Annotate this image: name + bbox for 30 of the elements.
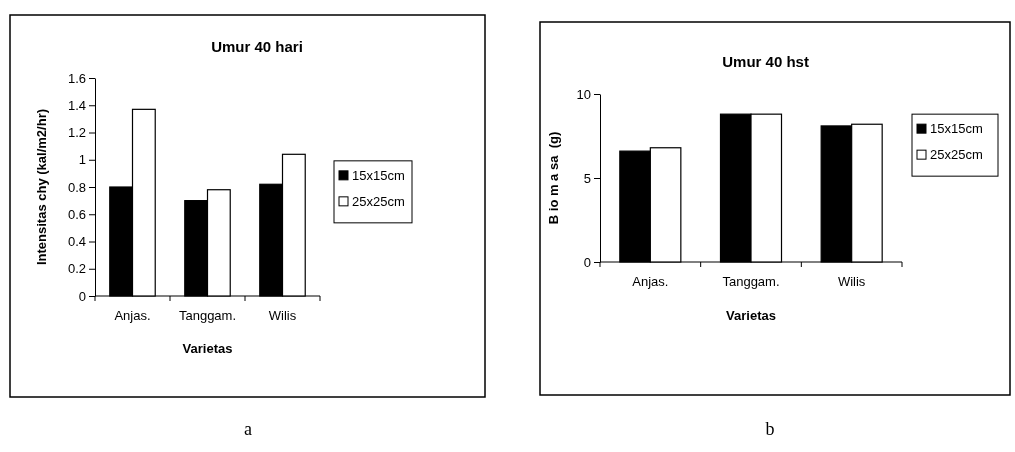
x-tick-label: Anjas. bbox=[114, 308, 151, 323]
legend-label: 15x15cm bbox=[352, 167, 405, 183]
x-axis-title: Varietas bbox=[182, 341, 233, 356]
y-axis-title: B io m a sa (g) bbox=[546, 131, 561, 225]
text: b bbox=[765, 419, 775, 439]
y-tick-label: 1 bbox=[78, 152, 86, 168]
x-tick-label: Wilis bbox=[837, 274, 866, 289]
x-tick-label: Wilis bbox=[268, 308, 297, 323]
y-tick-label: 1.6 bbox=[67, 70, 86, 86]
y-tick-label: 1.2 bbox=[67, 125, 86, 141]
y-axis-title: Intensitas chy (kal/m2/hr) bbox=[34, 108, 49, 266]
y-tick-label: 0 bbox=[583, 254, 591, 270]
chart-title: Umur 40 hst bbox=[722, 53, 809, 70]
legend-label: 25x25cm bbox=[352, 193, 405, 209]
chart-title: Umur 40 hari bbox=[211, 38, 303, 55]
text: a bbox=[244, 419, 252, 439]
y-tick-label: 0.2 bbox=[67, 261, 86, 277]
y-tick-label: 0.4 bbox=[67, 234, 86, 250]
x-tick-label: Tanggam. bbox=[178, 308, 237, 323]
x-tick-label: Tanggam. bbox=[722, 274, 780, 289]
y-tick-label: 0 bbox=[78, 288, 86, 304]
legend-label: 25x25cm bbox=[930, 147, 983, 163]
x-axis-title: Varietas bbox=[726, 308, 776, 323]
legend-label: 15x15cm bbox=[930, 121, 983, 137]
y-tick-label: 1.4 bbox=[67, 97, 86, 113]
x-tick-label: Anjas. bbox=[632, 274, 669, 289]
y-tick-label: 0.8 bbox=[67, 179, 86, 195]
y-tick-label: 0.6 bbox=[67, 206, 86, 222]
y-tick-label: 10 bbox=[576, 86, 591, 102]
y-tick-label: 5 bbox=[583, 170, 591, 186]
